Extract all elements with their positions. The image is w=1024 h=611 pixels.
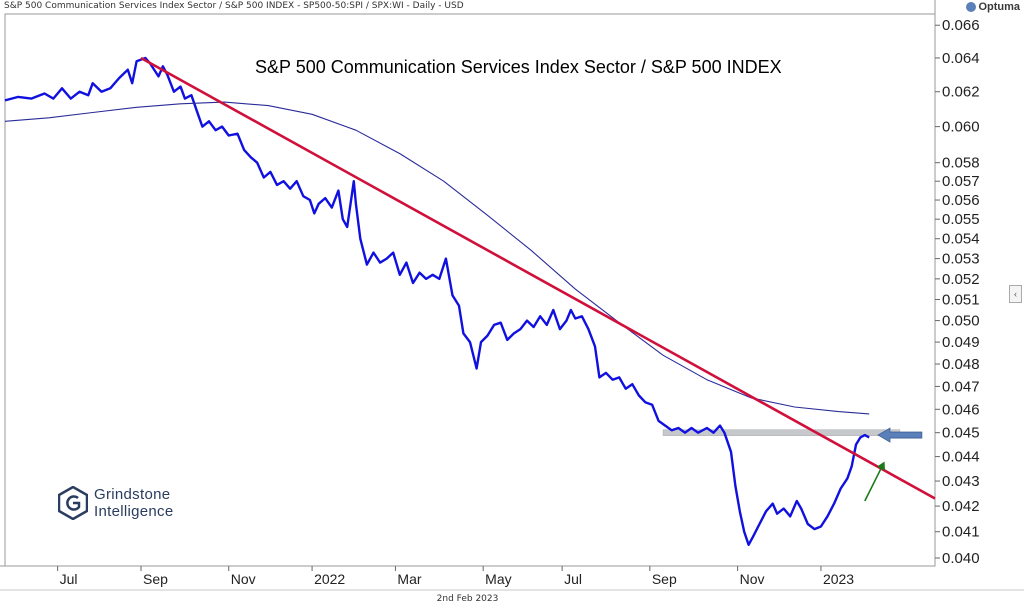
y-tick-label: 0.046 xyxy=(942,401,980,418)
x-tick-label: Nov xyxy=(740,571,765,587)
brand-line-1: Grindstone xyxy=(94,486,171,503)
y-tick-label: 0.048 xyxy=(942,356,980,373)
optuma-logo-icon xyxy=(966,2,977,12)
x-tick-label: 2023 xyxy=(823,571,854,587)
x-tick-label: Jul xyxy=(564,571,582,587)
breakout-arrow-head xyxy=(876,461,886,471)
y-tick-label: 0.049 xyxy=(942,334,980,351)
level-arrow-shape xyxy=(877,427,923,443)
y-tick-label: 0.058 xyxy=(942,155,980,172)
resistance-trendline xyxy=(140,56,936,500)
y-tick-label: 0.045 xyxy=(942,425,980,442)
x-tick-label: Sep xyxy=(652,571,677,587)
y-tick-label: 0.041 xyxy=(942,524,980,541)
brand-watermark: Grindstone Intelligence xyxy=(58,486,174,520)
y-tick-label: 0.060 xyxy=(942,119,980,136)
moving-average-line xyxy=(4,101,870,415)
y-tick-label: 0.050 xyxy=(942,313,980,330)
y-tick-label: 0.052 xyxy=(942,271,980,288)
x-tick-label: 2022 xyxy=(314,571,345,587)
x-tick-label: Jul xyxy=(60,571,78,587)
optuma-logo-text: Optuma xyxy=(978,1,1020,13)
chart-header: S&P 500 Communication Services Index Sec… xyxy=(4,1,464,11)
y-tick-label: 0.047 xyxy=(942,378,980,395)
y-tick-label: 0.062 xyxy=(942,84,980,101)
y-tick-label: 0.054 xyxy=(942,231,980,248)
y-tick-label: 0.040 xyxy=(942,550,980,567)
x-tick-label: Nov xyxy=(231,571,256,587)
ratio-series-line xyxy=(4,56,870,546)
breakout-arrow-line xyxy=(864,467,883,502)
y-tick-label: 0.057 xyxy=(942,173,980,190)
y-tick-label: 0.051 xyxy=(942,292,980,309)
brand-line-2: Intelligence xyxy=(94,503,174,520)
scroll-left-button[interactable]: ‹ xyxy=(1009,285,1022,303)
y-tick-label: 0.044 xyxy=(942,449,980,466)
y-tick-label: 0.053 xyxy=(942,251,980,268)
plot-frame xyxy=(4,13,936,567)
x-tick-label: Mar xyxy=(397,571,421,587)
y-tick-label: 0.056 xyxy=(942,192,980,209)
x-tick-label: May xyxy=(485,571,511,587)
chart-title: S&P 500 Communication Services Index Sec… xyxy=(255,57,782,77)
y-tick-label: 0.043 xyxy=(942,473,980,490)
y-tick-label: 0.055 xyxy=(942,211,980,228)
footer-date: 2nd Feb 2023 xyxy=(436,594,499,604)
y-tick-label: 0.042 xyxy=(942,498,980,515)
level-arrow-icon xyxy=(877,427,923,443)
x-tick-label: Sep xyxy=(143,571,168,587)
optuma-logo: Optuma xyxy=(966,1,1020,13)
y-tick-label: 0.064 xyxy=(942,50,980,67)
hexagon-g-icon xyxy=(58,486,88,520)
y-tick-label: 0.066 xyxy=(942,17,980,34)
